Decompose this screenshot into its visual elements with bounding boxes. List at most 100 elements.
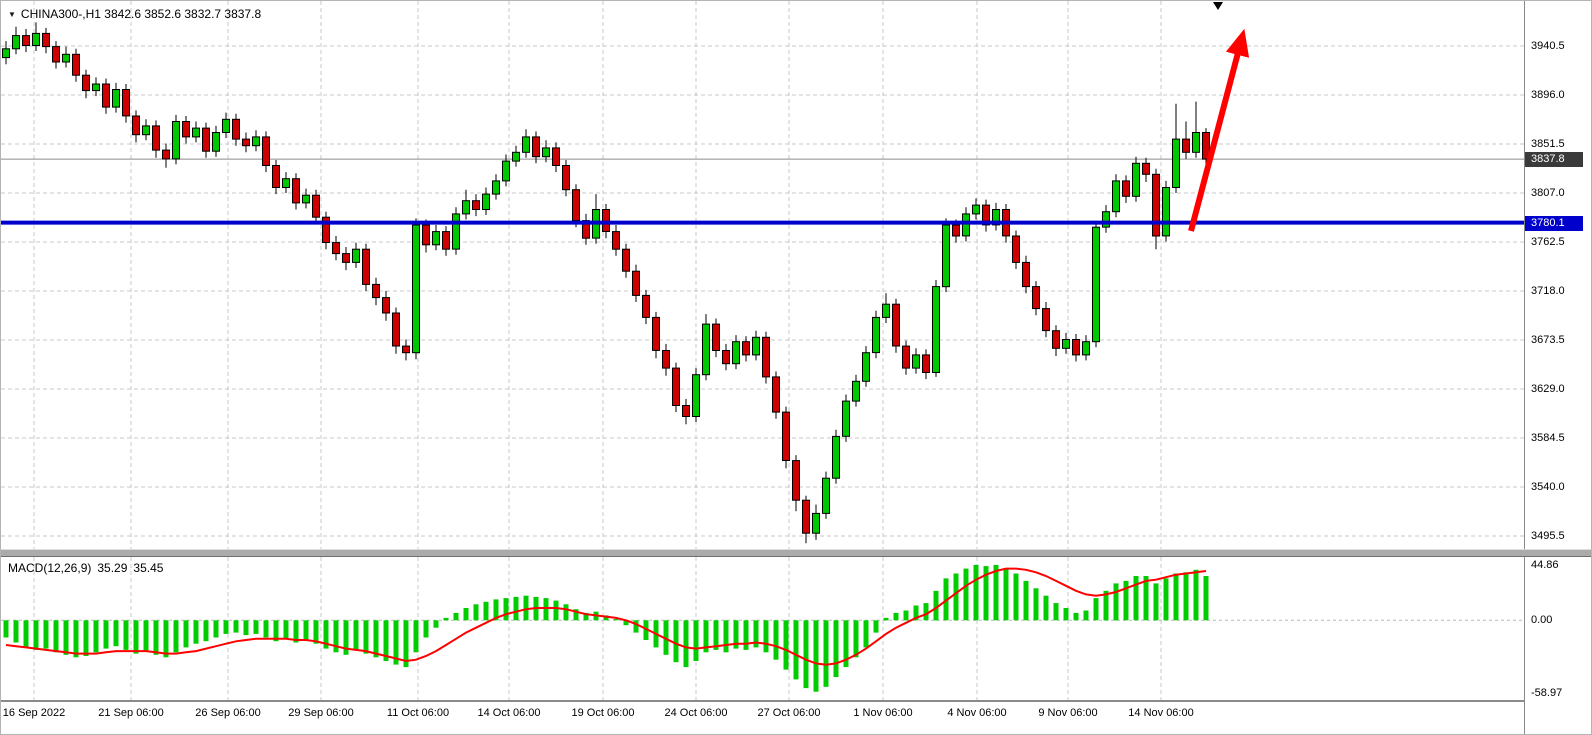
macd-histogram-bar bbox=[563, 604, 569, 621]
macd-histogram-bar bbox=[13, 620, 19, 643]
candle-body bbox=[72, 53, 80, 76]
candle-body bbox=[272, 165, 280, 188]
macd-histogram-bar bbox=[1193, 569, 1199, 621]
macd-histogram-bar bbox=[553, 600, 559, 621]
macd-histogram-bar bbox=[643, 620, 649, 640]
time-axis-label: 14 Oct 06:00 bbox=[477, 707, 541, 719]
macd-histogram-bar bbox=[1183, 572, 1189, 621]
current-price-badge: 3837.8 bbox=[1525, 152, 1583, 167]
candle-body bbox=[532, 136, 540, 158]
macd-histogram-bar bbox=[273, 620, 279, 642]
macd-histogram-bar bbox=[923, 603, 929, 621]
macd-histogram-bar bbox=[103, 620, 109, 649]
candle-body bbox=[1172, 138, 1180, 189]
candle-body bbox=[302, 194, 310, 204]
macd-histogram-bar bbox=[263, 620, 269, 638]
candle-body bbox=[142, 125, 150, 136]
price-axis-label: 3495.5 bbox=[1531, 530, 1565, 542]
macd-histogram-bar bbox=[483, 601, 489, 621]
candle-body bbox=[452, 213, 460, 250]
trend-arrow[interactable] bbox=[1188, 28, 1250, 232]
time-axis-label: 9 Nov 06:00 bbox=[1038, 707, 1098, 719]
candle-body bbox=[212, 132, 220, 152]
macd-histogram-bar bbox=[163, 620, 169, 658]
price-chart-canvas[interactable] bbox=[1, 1, 1524, 549]
macd-histogram-bar bbox=[1153, 583, 1159, 621]
candle-body bbox=[1032, 286, 1040, 310]
macd-histogram-bar bbox=[1133, 576, 1139, 621]
candle-body bbox=[602, 209, 610, 232]
candle-body bbox=[152, 125, 160, 151]
macd-histogram-bar bbox=[733, 620, 739, 649]
candle-body bbox=[1202, 132, 1210, 160]
candle-body bbox=[622, 248, 630, 272]
macd-histogram-bar bbox=[603, 615, 609, 621]
candle-body bbox=[1132, 162, 1140, 197]
candle-body bbox=[1092, 226, 1100, 343]
macd-histogram-bar bbox=[613, 619, 619, 621]
candle-body bbox=[952, 224, 960, 237]
candle-body bbox=[1192, 132, 1200, 153]
macd-histogram-bar bbox=[783, 620, 789, 670]
macd-histogram-bar bbox=[863, 620, 869, 648]
macd-histogram-bar bbox=[93, 620, 99, 653]
candle-body bbox=[772, 376, 780, 413]
candle-body bbox=[552, 147, 560, 166]
macd-histogram-bar bbox=[1033, 588, 1039, 621]
time-axis-label: 11 Oct 06:00 bbox=[386, 707, 450, 719]
candle-body bbox=[372, 283, 380, 299]
candle-body bbox=[1102, 211, 1110, 228]
chevron-down-icon[interactable]: ▼ bbox=[8, 10, 16, 19]
candle-body bbox=[662, 350, 670, 369]
candle-body bbox=[392, 312, 400, 347]
candle-body bbox=[242, 138, 250, 147]
candle-body bbox=[792, 460, 800, 501]
macd-histogram-bar bbox=[873, 620, 879, 633]
price-axis-label: 3807.0 bbox=[1531, 187, 1565, 199]
time-axis-label: 4 Nov 06:00 bbox=[947, 707, 1007, 719]
candle-body bbox=[642, 294, 650, 318]
macd-histogram-bar bbox=[83, 620, 89, 656]
time-axis[interactable]: 16 Sep 2022 21 Sep 06:00 26 Sep 06:00 29 Se… bbox=[1, 701, 1524, 734]
candle-body bbox=[872, 316, 880, 354]
candle-body bbox=[942, 224, 950, 288]
candle-body bbox=[862, 352, 870, 382]
macd-histogram-bar bbox=[843, 620, 849, 668]
macd-histogram-bar bbox=[913, 605, 919, 621]
candle-body bbox=[722, 350, 730, 365]
candle-body bbox=[652, 316, 660, 351]
candle-body bbox=[982, 204, 990, 226]
macd-histogram-bar bbox=[1113, 583, 1119, 621]
candle-body bbox=[502, 160, 510, 182]
macd-histogram-bar bbox=[143, 620, 149, 652]
macd-histogram-bar bbox=[283, 620, 289, 639]
candle-body bbox=[222, 118, 230, 134]
candle-body bbox=[1142, 162, 1150, 175]
candle-body bbox=[402, 345, 410, 354]
candle-body bbox=[462, 200, 470, 215]
macd-histogram-bar bbox=[473, 604, 479, 621]
candle-body bbox=[102, 83, 110, 108]
candle-body bbox=[2, 48, 10, 59]
candle-body bbox=[382, 297, 390, 314]
panel-divider[interactable] bbox=[1, 549, 1591, 557]
candle-body bbox=[1062, 339, 1070, 349]
macd-histogram-bar bbox=[883, 617, 889, 621]
candle-body bbox=[1112, 180, 1120, 213]
macd-histogram-bar bbox=[693, 620, 699, 661]
price-axis[interactable]: 3940.5 3896.0 3851.5 3807.0 3762.5 3718.0 3673… bbox=[1524, 1, 1591, 734]
time-axis-label: 14 Nov 06:00 bbox=[1128, 707, 1194, 719]
macd-histogram-bar bbox=[3, 620, 9, 638]
chart-shift-marker-icon[interactable] bbox=[1213, 2, 1223, 10]
candle-body bbox=[1022, 261, 1030, 288]
candle-body bbox=[42, 32, 50, 48]
candle-body bbox=[52, 46, 60, 63]
macd-histogram-bar bbox=[633, 620, 639, 633]
macd-panel-canvas[interactable] bbox=[1, 557, 1524, 701]
price-axis-label: 3762.5 bbox=[1531, 236, 1565, 248]
candle-body bbox=[22, 35, 30, 46]
candle-body bbox=[332, 242, 340, 255]
candle-body bbox=[162, 149, 170, 160]
candle-body bbox=[342, 253, 350, 263]
